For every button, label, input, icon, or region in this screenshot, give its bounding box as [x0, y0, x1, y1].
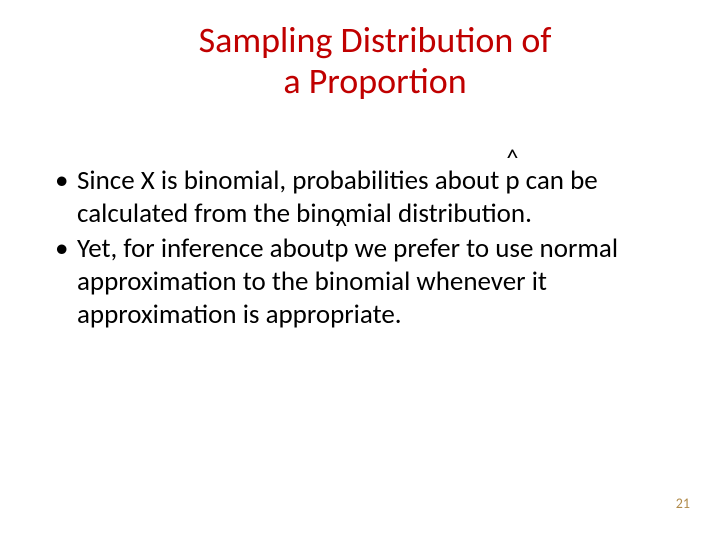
bullet-item: • Yet, for inference about^p we prefer t… [55, 233, 675, 332]
page-number: 21 [676, 495, 690, 512]
bullet-text: Yet, for inference about^p we prefer to … [77, 233, 675, 332]
caret-icon: ^ [506, 146, 518, 170]
caret-icon: ^ [335, 214, 347, 238]
slide-title: Sampling Distribution of a Proportion [0, 20, 720, 103]
bullet-pre: Yet, for inference about [77, 232, 334, 265]
title-line-2: a Proportion [0, 61, 720, 102]
bullet-pre: Since X is binomial, probabilities about [77, 164, 505, 197]
bullet-item: • Since X is binomial, probabilities abo… [55, 165, 675, 231]
slide-body: • Since X is binomial, probabilities abo… [55, 165, 675, 334]
bullet-marker: • [55, 233, 77, 266]
p-hat-symbol: ^p [505, 165, 519, 198]
bullet-text: Since X is binomial, probabilities about… [77, 165, 675, 231]
slide: Sampling Distribution of a Proportion • … [0, 0, 720, 540]
title-line-1: Sampling Distribution of [0, 20, 720, 61]
bullet-marker: • [55, 165, 77, 198]
p-hat-symbol: ^p [334, 233, 348, 266]
